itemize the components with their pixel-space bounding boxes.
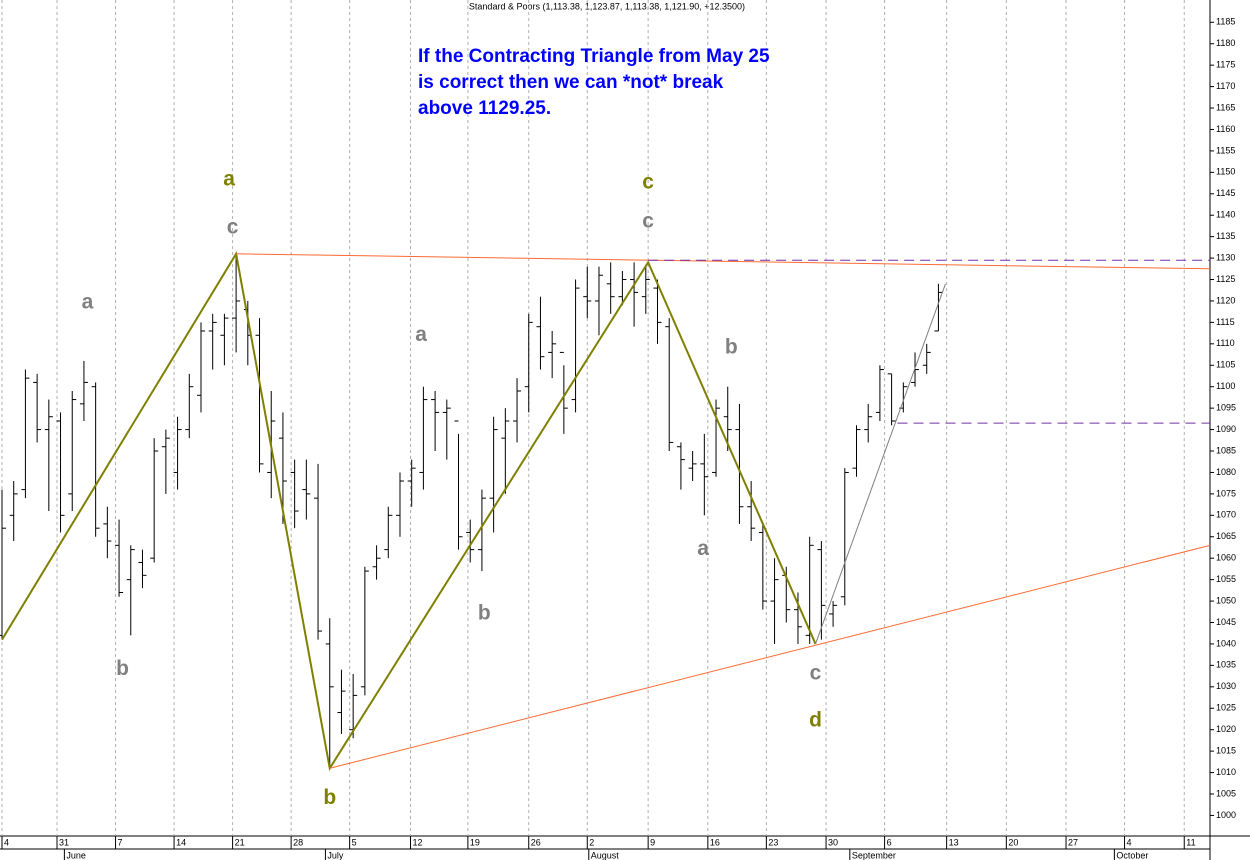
trend-line <box>329 544 1211 769</box>
y-tick-label: 1130 <box>1216 252 1235 262</box>
note-line: above 1129.25. <box>418 98 551 119</box>
x-tick-label: 20 <box>1008 837 1018 847</box>
trend-line <box>236 253 1211 270</box>
trend-line <box>815 283 946 645</box>
y-tick-label: 1125 <box>1216 274 1235 284</box>
y-tick-label: 1165 <box>1216 102 1235 112</box>
x-tick-label: 9 <box>650 837 655 847</box>
chart-title: Standard & Poors (1,113.38, 1,123.87, 1,… <box>469 1 745 11</box>
x-tick-label: 31 <box>59 837 69 847</box>
note-line: is correct then we can *not* break <box>418 72 724 93</box>
wave-label: b <box>323 786 336 809</box>
y-tick-label: 1160 <box>1216 124 1235 134</box>
wave-label: c <box>810 661 822 684</box>
y-tick-label: 1155 <box>1216 145 1235 155</box>
wave-label: a <box>223 168 235 191</box>
x-tick-label: 13 <box>949 837 959 847</box>
y-tick-label: 1105 <box>1216 360 1235 370</box>
wave-label: d <box>809 709 822 732</box>
y-tick-label: 1120 <box>1216 295 1235 305</box>
y-tick-label: 1100 <box>1216 381 1235 391</box>
x-tick-label: 23 <box>768 837 778 847</box>
y-tick-label: 1000 <box>1216 810 1236 820</box>
wave-label: a <box>697 537 709 560</box>
y-tick-label: 1145 <box>1216 188 1235 198</box>
y-tick-label: 1005 <box>1216 788 1236 798</box>
x-tick-label: 5 <box>352 837 357 847</box>
x-tick-label: 12 <box>413 837 423 847</box>
x-tick-label: 11 <box>1186 837 1195 847</box>
trend-line <box>1 251 817 771</box>
wave-label: b <box>116 657 129 680</box>
y-tick-label: 1060 <box>1216 553 1236 563</box>
wave-label: c <box>227 216 239 239</box>
y-tick-label: 1135 <box>1216 231 1235 241</box>
y-tick-label: 1080 <box>1216 467 1236 477</box>
month-label: September <box>852 850 896 860</box>
x-tick-label: 19 <box>470 837 480 847</box>
month-label: June <box>66 850 86 860</box>
month-label: October <box>1116 850 1148 860</box>
y-tick-label: 1045 <box>1216 617 1236 627</box>
y-tick-label: 1065 <box>1216 531 1236 541</box>
wave-label: a <box>82 291 94 314</box>
x-tick-label: 6 <box>887 837 892 847</box>
x-tick-label: 28 <box>293 837 303 847</box>
y-tick-label: 1085 <box>1216 445 1236 455</box>
y-tick-label: 1015 <box>1216 745 1236 755</box>
wave-label: a <box>415 323 427 346</box>
y-tick-label: 1075 <box>1216 488 1236 498</box>
y-tick-label: 1115 <box>1216 317 1235 327</box>
y-tick-label: 1055 <box>1216 574 1236 584</box>
y-tick-label: 1185 <box>1216 17 1235 27</box>
x-tick-label: 30 <box>828 837 838 847</box>
y-tick-label: 1140 <box>1216 210 1235 220</box>
month-label: July <box>327 850 344 860</box>
x-tick-label: 26 <box>531 837 541 847</box>
y-tick-label: 1170 <box>1216 81 1235 91</box>
y-tick-label: 1110 <box>1216 338 1235 348</box>
y-tick-label: 1070 <box>1216 510 1236 520</box>
y-tick-label: 1025 <box>1216 703 1236 713</box>
y-tick-label: 1035 <box>1216 660 1236 670</box>
y-tick-label: 1095 <box>1216 403 1236 413</box>
wave-label: b <box>725 336 738 359</box>
y-tick-label: 1010 <box>1216 767 1236 777</box>
x-tick-label: 14 <box>176 837 186 847</box>
x-tick-label: 7 <box>118 837 123 847</box>
x-tick-label: 4 <box>1127 837 1132 847</box>
y-tick-label: 1050 <box>1216 595 1236 605</box>
note-line: If the Contracting Triangle from May 25 <box>418 46 770 67</box>
y-tick-label: 1040 <box>1216 638 1236 648</box>
y-tick-label: 1020 <box>1216 724 1236 734</box>
y-tick-label: 1090 <box>1216 424 1236 434</box>
x-tick-label: 27 <box>1068 837 1078 847</box>
y-tick-label: 1150 <box>1216 167 1235 177</box>
x-tick-label: 21 <box>235 837 245 847</box>
wave-label: c <box>642 210 654 233</box>
y-tick-label: 1180 <box>1216 38 1235 48</box>
month-label: August <box>591 850 620 860</box>
x-tick-label: 4 <box>4 837 9 847</box>
y-tick-label: 1175 <box>1216 60 1235 70</box>
x-tick-label: 2 <box>589 837 594 847</box>
wave-label: c <box>642 171 654 194</box>
x-tick-label: 16 <box>710 837 720 847</box>
y-tick-label: 1030 <box>1216 681 1236 691</box>
wave-label: b <box>478 601 491 624</box>
